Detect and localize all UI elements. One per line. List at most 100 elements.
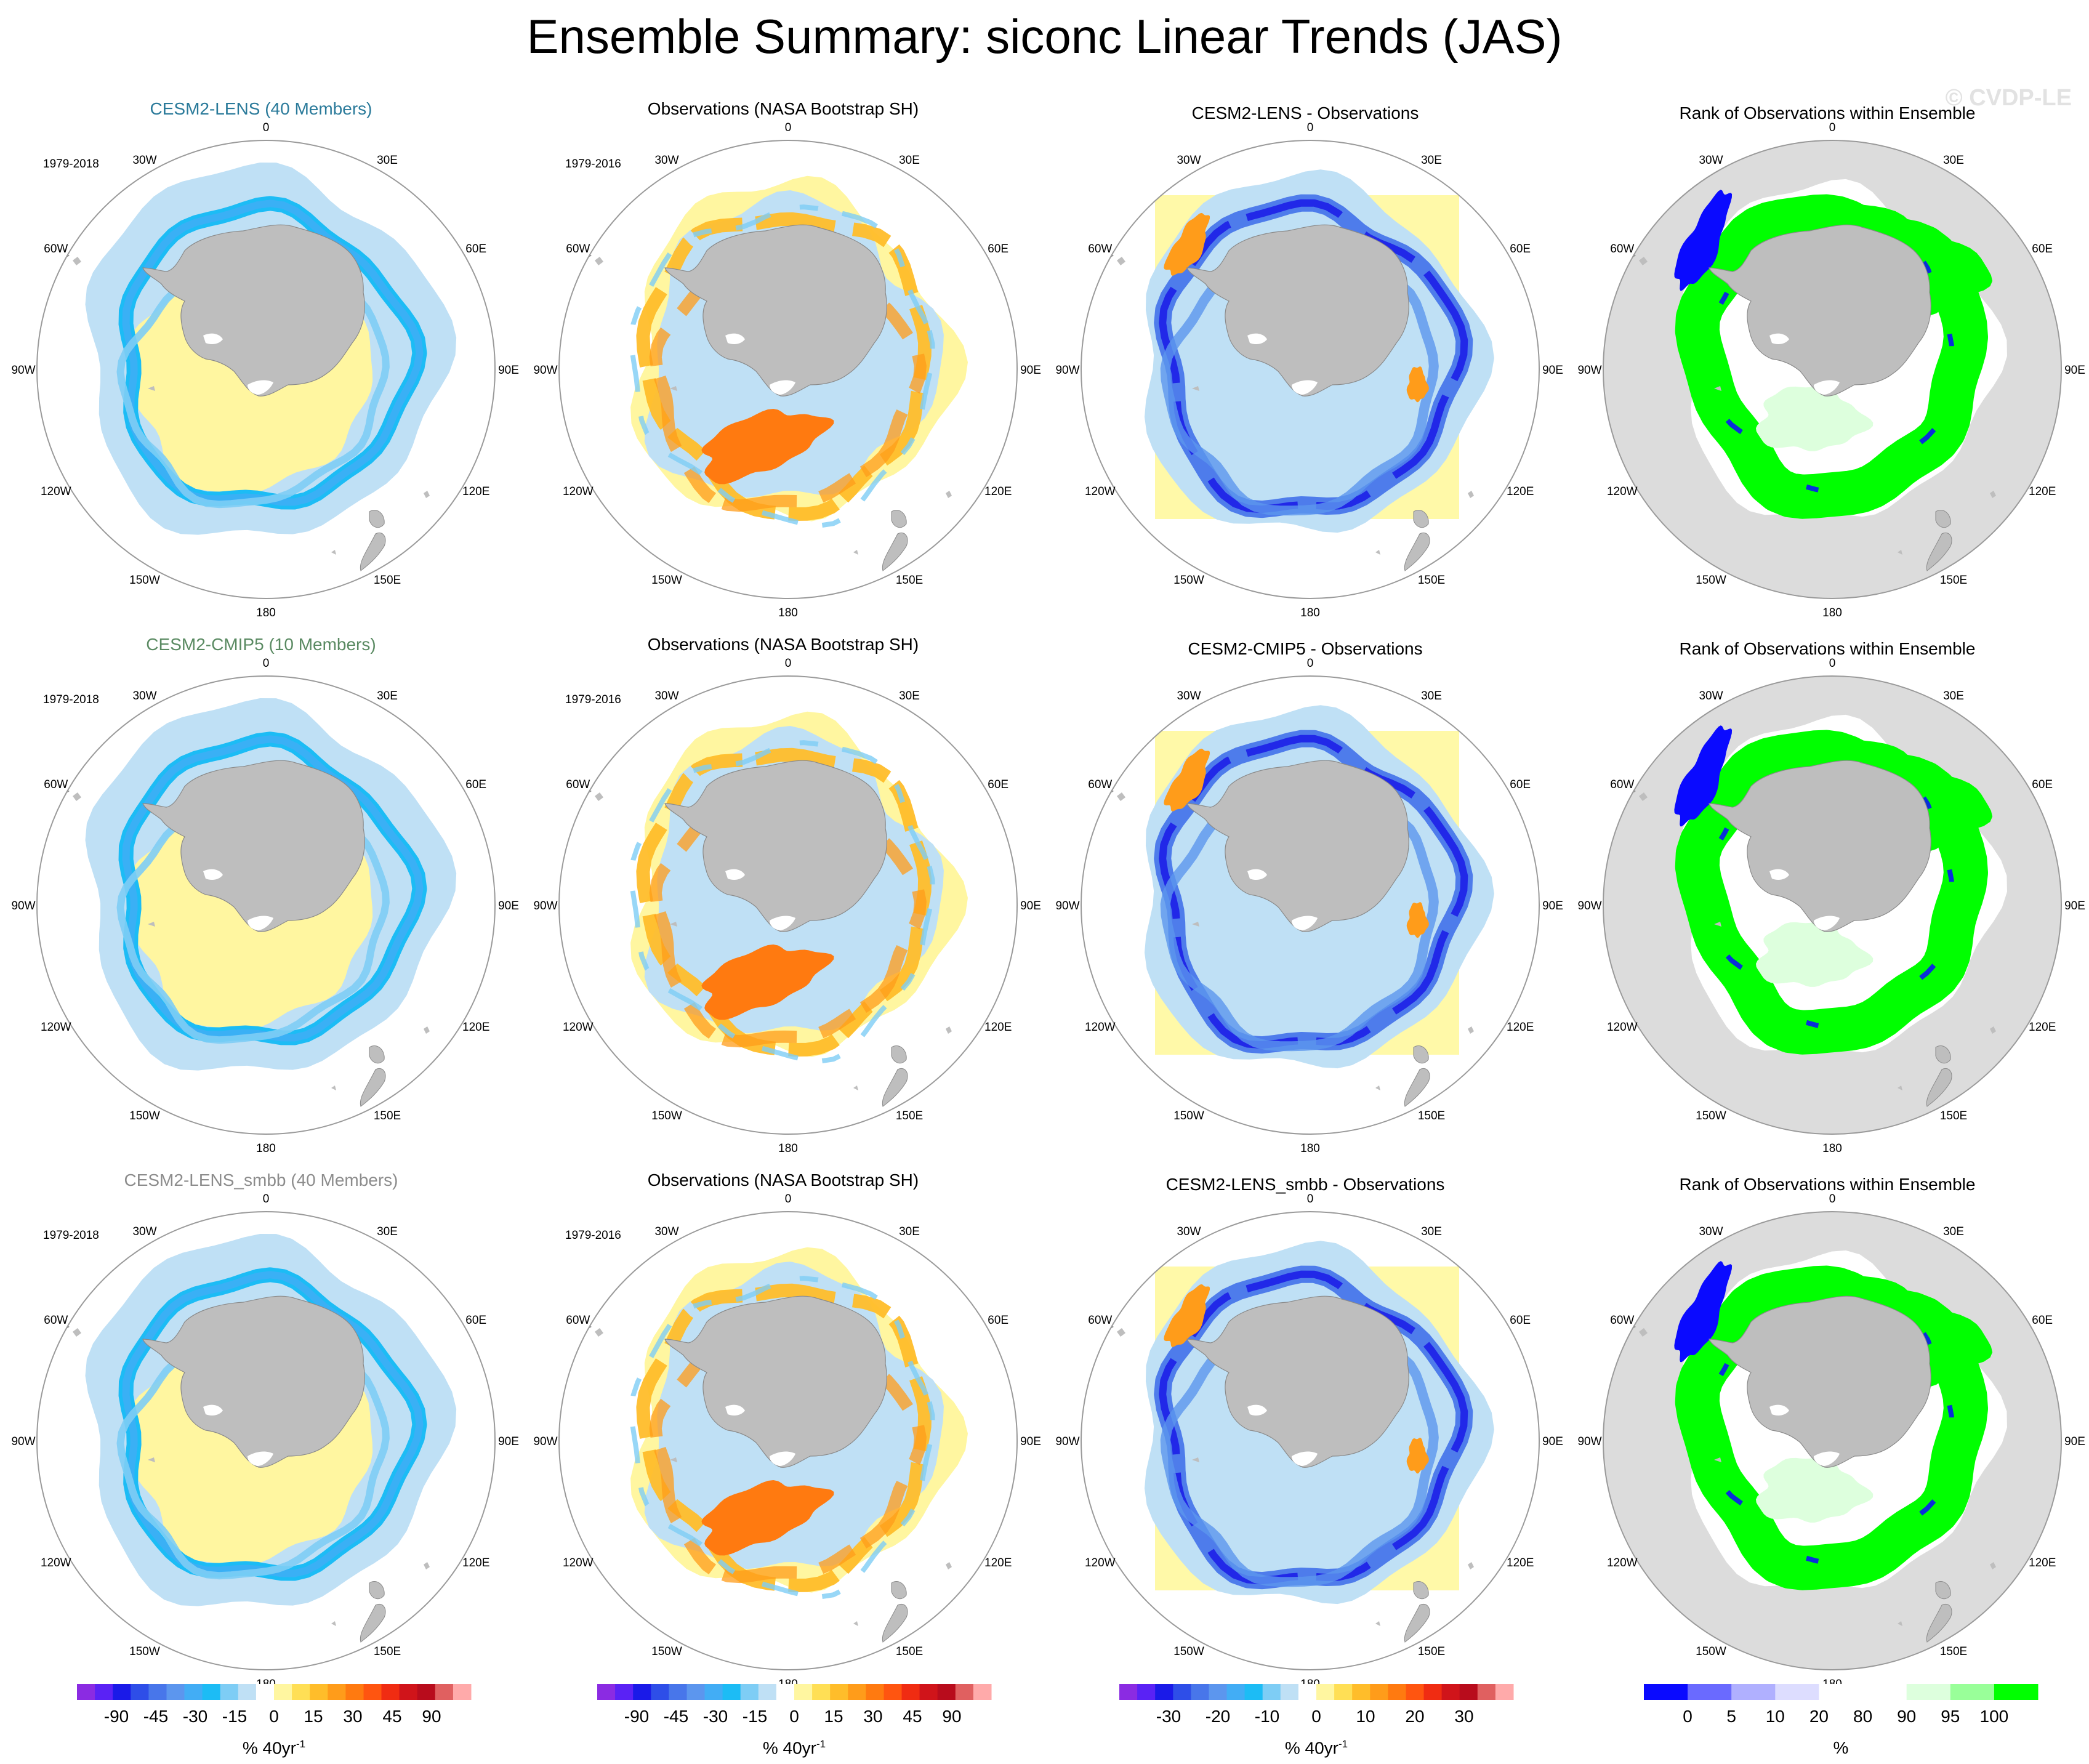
longitude-label: 30E (1943, 154, 1964, 167)
longitude-label: 120E (984, 1021, 1012, 1034)
colorbar-tick-label: 90 (422, 1707, 441, 1726)
panel-title: Rank of Observations within Ensemble (1679, 639, 1976, 658)
longitude-label: 0 (785, 657, 792, 670)
period-label: 1979-2018 (43, 693, 99, 706)
longitude-label: 120E (984, 1557, 1012, 1569)
panel-title: CESM2-LENS - Observations (1191, 103, 1419, 123)
colorbar-swatch (363, 1684, 382, 1700)
period-label: 1979-2016 (565, 1229, 621, 1242)
longitude-label: 90W (11, 1435, 35, 1448)
longitude-label: 150W (129, 1645, 160, 1658)
longitude-label: 90W (1577, 1435, 1601, 1448)
colorbar-swatch (758, 1684, 777, 1700)
longitude-label: 60W (1088, 1314, 1112, 1327)
colorbar-swatch (1459, 1684, 1478, 1700)
colorbar-swatch (238, 1684, 257, 1700)
colorbar-tick-label: 30 (343, 1707, 362, 1726)
longitude-label: 150E (1940, 1110, 1967, 1122)
longitude-label: 120E (1507, 1557, 1534, 1569)
panel-title: Rank of Observations within Ensemble (1679, 1175, 1976, 1194)
longitude-label: 30W (654, 1225, 678, 1238)
longitude-label: 150W (129, 1110, 160, 1122)
longitude-label: 150W (1173, 1110, 1204, 1122)
colorbar-swatch (1862, 1684, 1907, 1700)
colorbar-swatch (1950, 1684, 1995, 1700)
longitude-label: 180 (778, 606, 798, 619)
colorbar-swatch (113, 1684, 131, 1700)
longitude-label: 120E (2029, 485, 2056, 498)
colorbar-swatch (1731, 1684, 1776, 1700)
longitude-label: 90E (498, 364, 519, 377)
colorbar-tick-label: 95 (1941, 1707, 1960, 1726)
longitude-label: 30W (132, 154, 156, 167)
colorbar-unit-exponent: -1 (1338, 1738, 1348, 1750)
longitude-label: 150W (651, 574, 682, 587)
longitude-label: 150E (896, 1110, 923, 1122)
longitude-label: 120W (41, 1021, 71, 1034)
colorbar-swatches: 0 5 10 20 80 90 95 100 (1644, 1684, 2039, 1726)
longitude-label: 180 (256, 1142, 276, 1155)
longitude-label: 30W (1699, 690, 1723, 703)
map-panel-r1c2: Observations (NASA Bootstrap SH) 0 30E 60E 9… (522, 95, 1044, 631)
map-panel-r2c4: Rank of Observations within Ensemble 0 30E… (1566, 631, 2088, 1167)
longitude-label: 30E (899, 1225, 920, 1238)
colorbar-swatch (1280, 1684, 1299, 1700)
longitude-label: 60E (988, 243, 1008, 256)
longitude-label: 90W (11, 900, 35, 912)
colorbar-swatch (220, 1684, 239, 1700)
longitude-label: 90E (1542, 900, 1563, 912)
colorbar-swatch (1994, 1684, 2039, 1700)
colorbar-tick-label: 30 (1454, 1707, 1473, 1726)
colorbar-swatch (131, 1684, 149, 1700)
colorbar-swatch (1906, 1684, 1951, 1700)
longitude-label: 90E (1542, 1435, 1563, 1448)
longitude-label: 60E (1510, 243, 1531, 256)
period-label: 1979-2016 (565, 693, 621, 706)
longitude-label: 120E (462, 485, 489, 498)
colorbar-tick-label: 90 (1897, 1707, 1916, 1726)
colorbar-swatch (597, 1684, 616, 1700)
colorbar-tick-label: -90 (624, 1707, 649, 1726)
longitude-label: 150E (1940, 1645, 1967, 1658)
colorbar-tick-label: 10 (1766, 1707, 1785, 1726)
longitude-label: 150W (1173, 1645, 1204, 1658)
colorbar-unit-label: % 40yr-1 (71, 1738, 477, 1758)
map-panel-r2c1: CESM2-CMIP5 (10 Members) 0 30E 60E 90E 120E 15… (0, 631, 522, 1167)
colorbar-swatch (202, 1684, 221, 1700)
longitude-label: 0 (1829, 657, 1836, 670)
colorbar-tick-label: 100 (1980, 1707, 2009, 1726)
colorbar-swatch (830, 1684, 848, 1700)
colorbar-swatch (1477, 1684, 1496, 1700)
colorbar-swatch (883, 1684, 903, 1700)
colorbar-swatch (274, 1684, 292, 1700)
colorbar-tick-label: -15 (743, 1707, 767, 1726)
longitude-label: 180 (1300, 1142, 1320, 1155)
longitude-label: 150E (896, 1645, 923, 1658)
longitude-label: 60E (988, 1314, 1008, 1327)
longitude-label: 150E (1418, 574, 1445, 587)
longitude-label: 90W (11, 364, 35, 377)
longitude-label: 150W (1696, 1110, 1726, 1122)
colorbar-swatch (776, 1684, 795, 1700)
colorbar-tick-label: -15 (222, 1707, 247, 1726)
colorbar-swatch (686, 1684, 706, 1700)
colorbar-swatch (722, 1684, 741, 1700)
longitude-label: 180 (1822, 1142, 1842, 1155)
colorbar-swatch (704, 1684, 723, 1700)
longitude-label: 60W (566, 1314, 590, 1327)
longitude-label: 60E (2032, 778, 2053, 791)
longitude-label: 150W (1173, 574, 1204, 587)
colorbar-swatch (633, 1684, 651, 1700)
colorbar-swatch (1441, 1684, 1460, 1700)
longitude-label: 90W (1577, 900, 1601, 912)
longitude-label: 150E (896, 574, 923, 587)
colorbar-2: -90 -45 -30 -15 0 15 30 45 90 % 40yr-1 (591, 1684, 997, 1764)
longitude-label: 60W (1088, 243, 1112, 256)
panel-title: Rank of Observations within Ensemble (1679, 103, 1976, 123)
longitude-label: 30W (1177, 1225, 1201, 1238)
colorbar-swatch (256, 1684, 275, 1700)
